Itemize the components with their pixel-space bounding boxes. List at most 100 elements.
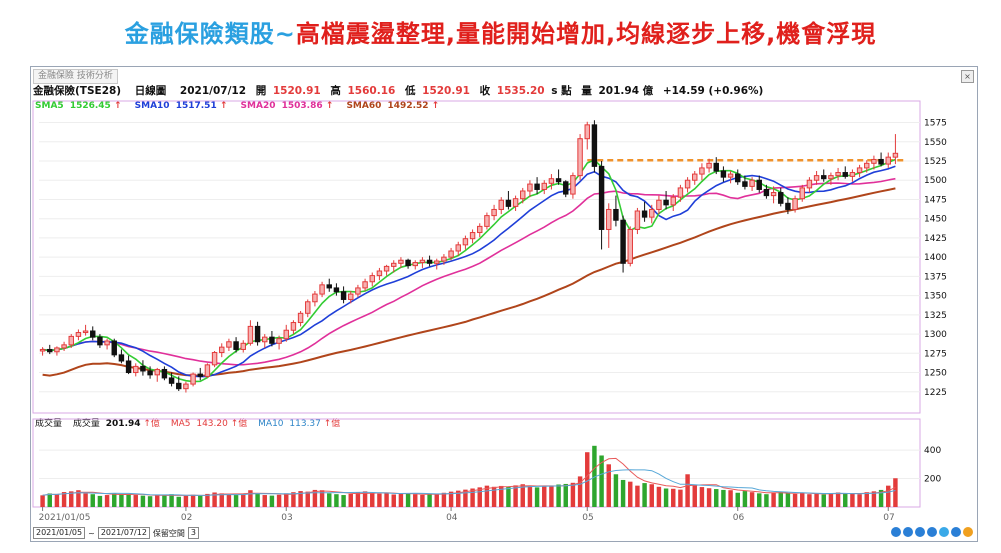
sma60-line (42, 187, 896, 377)
candle (821, 169, 827, 182)
ma60-legend-arrow: ↑ (432, 101, 440, 111)
volume-bar (484, 485, 490, 507)
volume-bar (549, 485, 554, 507)
chart-window: 金融保險 技術分析 × 金融保險(TSE28) 日線圖 2021/07/12 開… (30, 66, 978, 542)
candle (649, 204, 655, 224)
candle (756, 175, 762, 193)
volume-bar (434, 493, 439, 507)
start-date-select[interactable]: 2021/01/05 (33, 527, 86, 539)
candle (140, 360, 146, 376)
candle (398, 257, 404, 268)
keep-space-input[interactable]: 3 (187, 527, 200, 539)
print-icon[interactable] (951, 527, 961, 537)
candle (778, 187, 784, 207)
candle (54, 346, 60, 356)
keep-space-label: 保留空間 (152, 528, 185, 538)
ma10-legend-value: 1517.51 (176, 101, 217, 111)
price-tick-label: 1250 (924, 369, 947, 379)
volume-bar (362, 491, 368, 507)
candle (520, 187, 526, 204)
candle-body (448, 250, 454, 258)
toolbar-icons (891, 527, 973, 539)
volume-bar (864, 492, 869, 507)
settings-icon[interactable] (939, 527, 949, 537)
candle-body (190, 373, 196, 385)
candle (849, 169, 856, 182)
volume-bar (262, 495, 267, 507)
candle-body (319, 284, 325, 295)
volume-bar (47, 493, 52, 507)
candle-body (369, 275, 375, 283)
volume-bar (370, 493, 375, 507)
volume-bar (878, 489, 884, 507)
volume-bar (520, 484, 525, 507)
candle-body (491, 208, 497, 217)
candle-body (133, 365, 139, 374)
volume-bar (456, 490, 461, 507)
candle-body (455, 244, 461, 252)
candle-body (763, 188, 770, 197)
vol-ma10-label: MA10 (258, 419, 284, 429)
candle (283, 324, 289, 342)
candle (885, 152, 891, 168)
volume-bar (162, 494, 167, 507)
candle (735, 169, 741, 185)
candle-body (383, 265, 390, 272)
candle (355, 284, 361, 298)
candle (305, 299, 311, 318)
candle-body (233, 341, 239, 350)
volume-bar (556, 484, 561, 507)
candle-body (204, 364, 211, 377)
zoom-out-icon[interactable] (903, 527, 913, 537)
candle-body (505, 199, 512, 207)
info-volume: 201.94 億 (598, 84, 653, 97)
candle (606, 203, 612, 248)
volume-bar (606, 464, 611, 507)
scroll-right-icon[interactable] (927, 527, 937, 537)
candle (598, 161, 605, 250)
info-high: 1560.16 (348, 85, 396, 97)
volume-bar (119, 494, 124, 507)
candle (197, 367, 203, 381)
zoom-in-icon[interactable] (891, 527, 901, 537)
volume-bar (577, 476, 583, 507)
candle-body (584, 124, 590, 140)
candle-body (269, 336, 275, 344)
candle-body (670, 196, 676, 206)
volume-bar (391, 494, 396, 507)
candle (770, 186, 777, 204)
vol-legend-label: 成交量 (73, 417, 100, 429)
close-icon[interactable]: × (961, 70, 974, 83)
ma60-path (42, 187, 896, 377)
candle (369, 272, 375, 287)
vol-legend-unit: ↑億 (143, 417, 160, 429)
candle-body (570, 175, 576, 195)
candle-body (140, 365, 146, 372)
volume-bar (513, 485, 518, 507)
end-date-select[interactable]: 2021/07/12 (97, 527, 150, 539)
candle (340, 286, 347, 304)
candle-body (842, 172, 848, 177)
volume-ma10-line (42, 469, 896, 496)
volume-bar (377, 493, 382, 507)
candle (219, 343, 225, 358)
candle-body (706, 162, 712, 169)
scroll-left-icon[interactable] (915, 527, 925, 537)
candle-body (477, 225, 483, 234)
candle (613, 195, 619, 227)
candle (412, 260, 418, 270)
candle (90, 326, 96, 341)
info-volume-label: 量 (581, 84, 592, 97)
alert-icon[interactable] (963, 527, 973, 537)
candle (842, 166, 848, 179)
candle (541, 180, 547, 195)
candle (247, 320, 254, 346)
ma5-legend-arrow: ↑ (114, 101, 122, 111)
info-change: +14.59 (+0.96%) (663, 85, 764, 97)
volume-bar (183, 495, 189, 507)
candle (161, 366, 168, 381)
volume-bar (534, 487, 540, 507)
chart-tab[interactable]: 金融保險 技術分析 (33, 69, 118, 84)
candle-body (104, 340, 110, 346)
volume-bar (83, 493, 88, 507)
